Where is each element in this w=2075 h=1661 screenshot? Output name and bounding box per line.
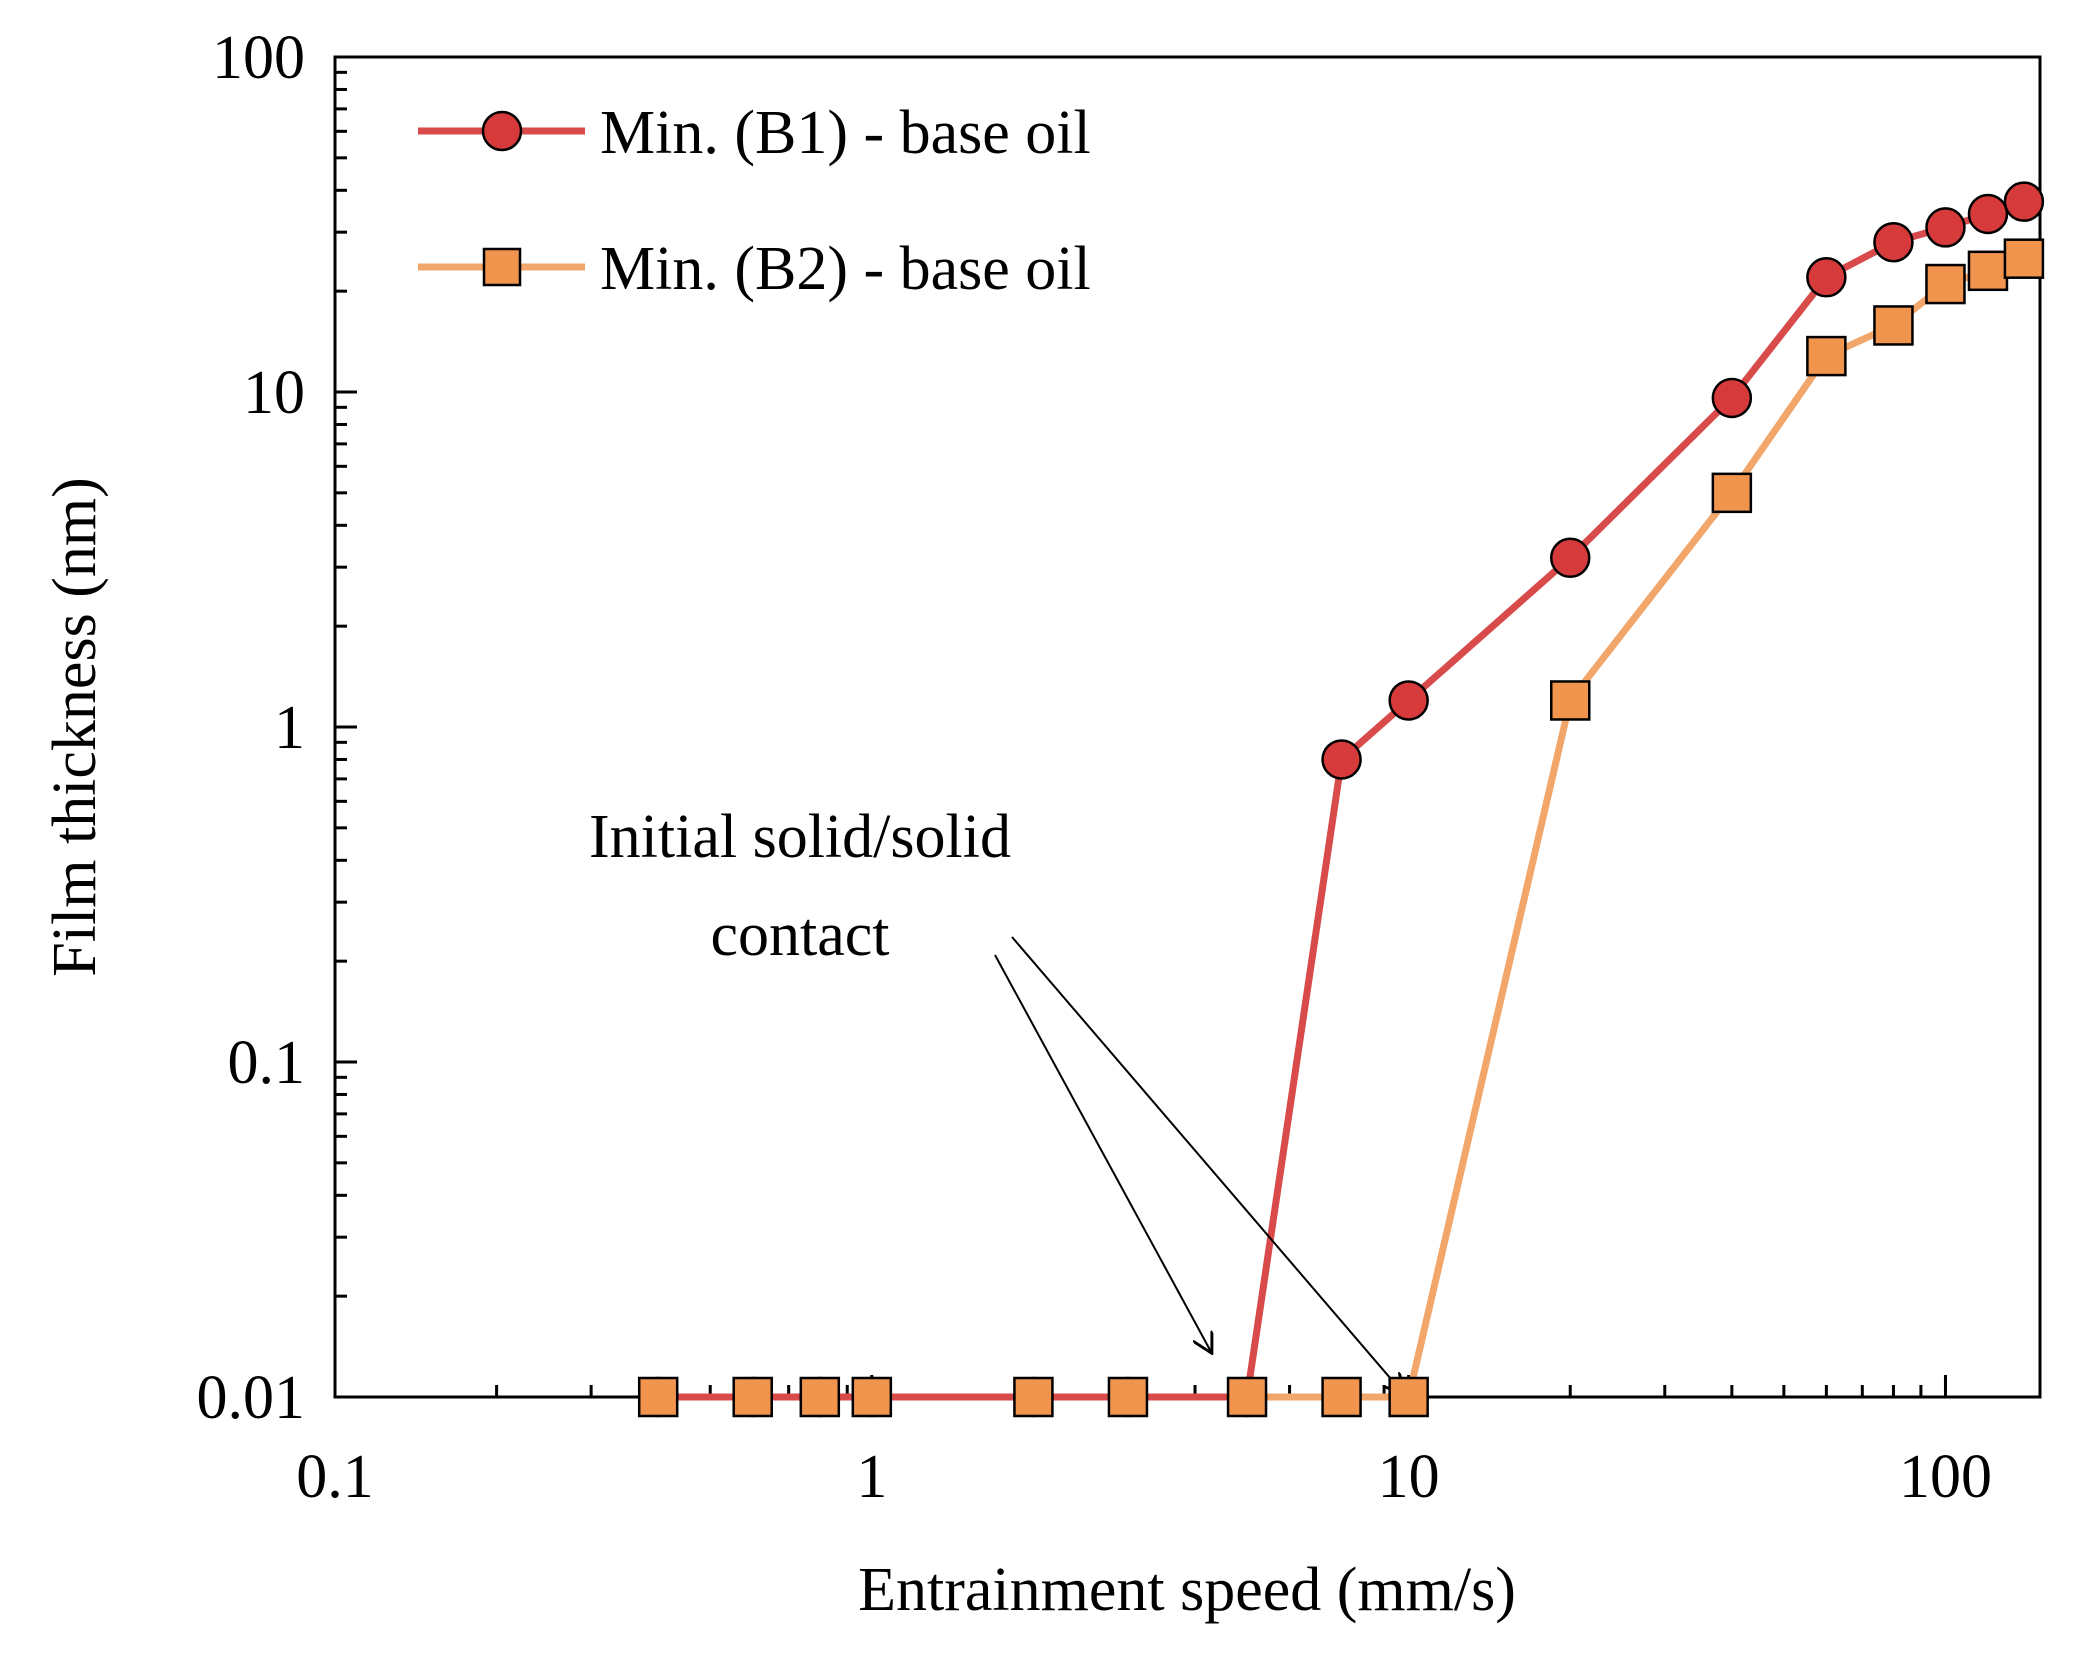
data-point-b2 [732,1376,773,1418]
series-line-b1 [658,198,2026,1401]
data-point-b2 [1711,472,1753,514]
data-point-b2 [1806,335,1847,377]
series-markers [637,181,2045,1418]
data-point-b1 [1711,377,1753,419]
x-axis-title: Entrainment speed (mm/s) [858,1556,1516,1624]
data-point-b2 [2003,238,2045,279]
legend-label-b1: Min. (B1) - base oil [600,99,1091,167]
legend-label-b2: Min. (B2) - base oil [600,235,1091,303]
legend-marker-b2-square [482,247,522,287]
data-point-b2 [1967,250,2009,292]
y-tick-label: 10 [243,359,305,427]
y-axis-title: Film thickness (nm) [41,477,109,976]
data-point-b2 [1388,1376,1429,1418]
data-point-b1 [1388,680,1429,721]
legend-marker-b1-circle [481,110,523,152]
x-tick-label: 10 [1378,1443,1440,1511]
annotation-text-line-1: Initial solid/solid [589,803,1011,871]
x-tick-label: 100 [1899,1443,1992,1511]
axis-ticks [333,70,1947,1399]
axis-tick-labels: 0.1 1 10 100 0.01 0.1 1 10 100 [197,24,1992,1511]
y-tick-label: 0.1 [228,1029,306,1097]
series-lines [658,198,2026,1401]
legend: Min. (B1) - base oil Min. (B2) - base oi… [418,99,1091,303]
data-point-b2 [1925,263,1966,305]
data-point-b2 [1226,1376,1268,1418]
x-tick-label: 1 [856,1443,887,1511]
annotation-text-line-2: contact [710,901,889,969]
data-point-b2 [851,1376,893,1418]
data-point-b2 [637,1376,679,1418]
data-point-b1 [1806,257,1847,298]
data-point-b1 [1549,537,1591,579]
data-point-b2 [1873,305,1914,346]
data-point-b1 [1925,207,1966,248]
data-point-b2 [799,1376,841,1418]
data-point-b2 [1107,1376,1149,1418]
data-point-b2 [1013,1376,1054,1418]
data-point-b1 [1967,193,2009,235]
annotation-arrow [994,954,1212,1353]
annotation-arrow [1011,936,1404,1394]
data-point-b1 [1321,739,1362,780]
data-point-b2 [1549,680,1591,721]
plot-frame [333,55,2042,1399]
y-tick-label: 100 [212,24,305,92]
data-point-b1 [1873,221,1914,263]
y-tick-label: 1 [274,694,305,762]
x-tick-label: 0.1 [296,1443,374,1511]
data-point-b2 [1321,1376,1362,1418]
legend-item-b1: Min. (B1) - base oil [418,99,1091,167]
y-tick-label: 0.01 [197,1364,306,1432]
annotation: Initial solid/solid contact [589,803,1404,1394]
legend-item-b2: Min. (B2) - base oil [418,235,1091,303]
data-point-b1 [2003,181,2045,222]
